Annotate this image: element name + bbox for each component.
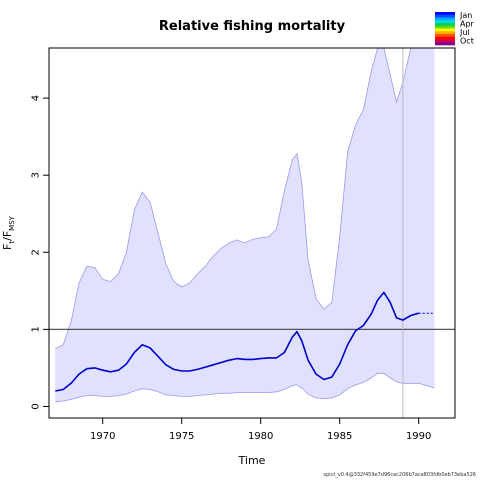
legend-swatch <box>435 12 455 16</box>
legend-swatch <box>435 39 455 43</box>
legend-swatch <box>435 31 455 35</box>
legend-swatch <box>435 17 455 21</box>
legend-label-oct: Oct <box>460 37 474 46</box>
y-tick-label: 4 <box>31 95 42 101</box>
y-tick-label: 2 <box>31 249 42 255</box>
x-tick-label: 1970 <box>90 431 115 442</box>
plot-frame <box>48 47 456 419</box>
legend-swatch <box>435 23 455 27</box>
x-tick-label: 1980 <box>248 431 273 442</box>
legend-swatch <box>435 20 455 24</box>
legend-swatch <box>435 42 455 46</box>
legend-label-jul: Jul <box>459 28 470 37</box>
y-axis-label-sub2: MSY <box>8 215 16 230</box>
legend-swatch <box>435 34 455 38</box>
upper-bound-line <box>55 48 435 349</box>
chart-title: Relative fishing mortality <box>159 19 346 34</box>
plot-content <box>49 48 455 418</box>
version-footer: spict_v0.4@332f459e7d96cec206b7aca803fdb… <box>323 472 476 478</box>
y-axis-label-sub1: t <box>8 241 16 244</box>
confidence-band <box>55 48 435 402</box>
x-tick-label: 1985 <box>327 431 352 442</box>
y-axis-label-sep: /F <box>1 231 14 241</box>
legend-label-jan: Jan <box>459 11 472 20</box>
legend-swatch <box>435 14 455 18</box>
plot-area: 1970 1975 1980 1985 1990 0 1 2 3 4 <box>31 47 456 442</box>
estimate-line <box>55 291 419 392</box>
y-tick-label: 0 <box>31 403 42 409</box>
x-tick-label: 1990 <box>406 431 431 442</box>
y-tick-label: 3 <box>31 172 42 178</box>
y-axis-label: Ft/FMSY <box>1 215 16 250</box>
legend-label-apr: Apr <box>460 20 475 29</box>
x-axis-label: Time <box>238 454 266 467</box>
legend-swatch <box>435 25 455 29</box>
legend-swatch <box>435 36 455 40</box>
y-axis-label-main: F <box>1 244 14 250</box>
legend-swatch <box>435 28 455 32</box>
y-tick-label: 1 <box>31 326 42 332</box>
x-tick-label: 1975 <box>169 431 194 442</box>
lower-bound-line <box>55 372 435 403</box>
